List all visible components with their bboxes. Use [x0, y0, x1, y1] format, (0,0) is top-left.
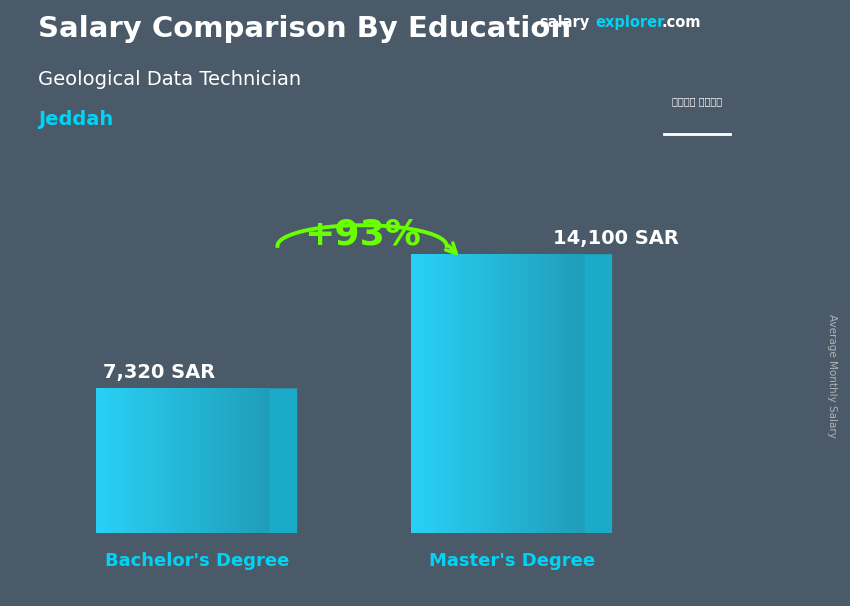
Bar: [187, 388, 191, 533]
Bar: [442, 254, 446, 533]
Bar: [541, 254, 546, 533]
Text: Master's Degree: Master's Degree: [428, 552, 595, 570]
Bar: [494, 254, 498, 533]
Bar: [118, 388, 122, 533]
Bar: [554, 254, 558, 533]
Bar: [567, 254, 571, 533]
Bar: [162, 388, 166, 533]
Bar: [558, 254, 563, 533]
Bar: [235, 388, 239, 533]
Bar: [416, 254, 420, 533]
Bar: [205, 388, 209, 533]
Bar: [110, 388, 114, 533]
Bar: [459, 254, 463, 533]
Bar: [248, 388, 252, 533]
Bar: [96, 388, 269, 533]
Text: +93%: +93%: [303, 218, 421, 251]
Bar: [476, 254, 480, 533]
Bar: [105, 388, 110, 533]
Bar: [463, 254, 468, 533]
Text: .com: .com: [661, 15, 700, 30]
Bar: [222, 388, 226, 533]
Text: Salary Comparison By Education: Salary Comparison By Education: [38, 15, 571, 43]
Bar: [546, 254, 550, 533]
Bar: [239, 388, 244, 533]
Bar: [498, 254, 502, 533]
Bar: [139, 388, 144, 533]
Bar: [490, 254, 494, 533]
Bar: [446, 254, 450, 533]
Bar: [533, 254, 537, 533]
Bar: [153, 388, 157, 533]
Bar: [178, 388, 183, 533]
Bar: [507, 254, 511, 533]
Bar: [114, 388, 118, 533]
Bar: [144, 388, 149, 533]
Bar: [257, 388, 261, 533]
Bar: [420, 254, 424, 533]
Text: Bachelor's Degree: Bachelor's Degree: [105, 552, 289, 570]
Bar: [226, 388, 230, 533]
Bar: [437, 254, 442, 533]
Bar: [191, 388, 196, 533]
Bar: [261, 388, 265, 533]
Bar: [230, 388, 235, 533]
Text: salary: salary: [540, 15, 590, 30]
Bar: [209, 388, 213, 533]
Bar: [581, 254, 585, 533]
Text: Average Monthly Salary: Average Monthly Salary: [827, 314, 837, 438]
Bar: [515, 254, 519, 533]
Bar: [166, 388, 170, 533]
Bar: [196, 388, 201, 533]
Bar: [96, 388, 100, 533]
Bar: [127, 388, 131, 533]
Bar: [528, 254, 533, 533]
Bar: [550, 254, 554, 533]
Bar: [157, 388, 162, 533]
Bar: [519, 254, 524, 533]
Bar: [575, 254, 581, 533]
Bar: [252, 388, 257, 533]
Text: explorer: explorer: [595, 15, 665, 30]
Bar: [424, 254, 428, 533]
Bar: [485, 254, 490, 533]
Bar: [122, 388, 127, 533]
Text: 7,320 SAR: 7,320 SAR: [103, 363, 216, 382]
Text: الله أكبر: الله أكبر: [672, 97, 722, 106]
Bar: [563, 254, 567, 533]
Bar: [218, 388, 222, 533]
Bar: [468, 254, 472, 533]
Bar: [455, 254, 459, 533]
Text: 14,100 SAR: 14,100 SAR: [553, 229, 679, 248]
Bar: [571, 254, 575, 533]
Bar: [450, 254, 455, 533]
Bar: [149, 388, 153, 533]
Bar: [100, 388, 105, 533]
Polygon shape: [269, 388, 297, 533]
Bar: [502, 254, 507, 533]
Text: Jeddah: Jeddah: [38, 110, 114, 129]
Bar: [433, 254, 437, 533]
Bar: [135, 388, 139, 533]
Bar: [537, 254, 541, 533]
Bar: [524, 254, 528, 533]
Bar: [174, 388, 178, 533]
Bar: [472, 254, 476, 533]
Bar: [183, 388, 187, 533]
Bar: [131, 388, 135, 533]
Bar: [428, 254, 433, 533]
Bar: [511, 254, 515, 533]
Bar: [411, 254, 416, 533]
Bar: [213, 388, 218, 533]
Bar: [411, 254, 585, 533]
Text: Geological Data Technician: Geological Data Technician: [38, 70, 302, 88]
Polygon shape: [585, 254, 612, 533]
Bar: [170, 388, 174, 533]
Bar: [244, 388, 248, 533]
Bar: [480, 254, 485, 533]
Bar: [201, 388, 205, 533]
Bar: [265, 388, 269, 533]
